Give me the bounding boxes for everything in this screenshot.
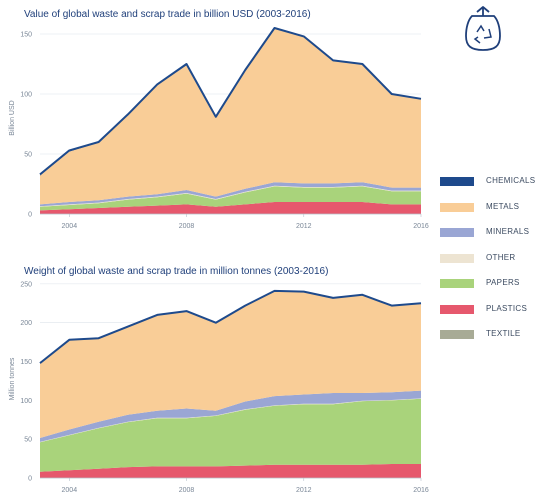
- y-tick-label: 200: [20, 320, 32, 327]
- area-plastics: [40, 202, 421, 214]
- legend-label: TEXTILE: [486, 329, 521, 338]
- area-papers: [40, 398, 421, 472]
- x-tick-label: 2004: [62, 223, 78, 230]
- recycle-bag-icon: [465, 6, 501, 51]
- y-tick-label: 150: [20, 359, 32, 366]
- legend-swatch: [440, 253, 474, 263]
- legend-swatch: [440, 304, 474, 314]
- legend-swatch: [440, 330, 474, 339]
- y-tick-label: 100: [20, 398, 32, 405]
- x-tick-label: 2016: [413, 487, 429, 494]
- area-minerals: [40, 182, 421, 207]
- y-axis-label: Billion USD: [9, 100, 16, 135]
- legend-label: METALS: [486, 201, 520, 211]
- legend-swatch: [440, 279, 474, 288]
- x-tick-label: 2008: [179, 487, 195, 494]
- y-tick-label: 0: [28, 476, 32, 483]
- legend-label: MINERALS: [486, 227, 530, 236]
- legend-item-minerals: MINERALS: [440, 227, 535, 239]
- area-metals: [40, 291, 421, 438]
- x-tick-label: 2004: [62, 487, 78, 494]
- y-tick-label: 100: [20, 92, 32, 99]
- x-tick-label: 2012: [296, 487, 312, 494]
- line-total: [39, 27, 422, 176]
- legend-swatch: [440, 202, 474, 212]
- x-tick-label: 2016: [413, 223, 429, 230]
- area-papers: [40, 186, 421, 211]
- y-tick-label: 50: [24, 152, 32, 159]
- y-axis-label: Million tonnes: [9, 357, 16, 400]
- legend-item-other: OTHER: [440, 253, 535, 265]
- y-tick-label: 250: [20, 281, 32, 288]
- area-minerals: [40, 390, 421, 442]
- y-tick-label: 150: [20, 32, 32, 39]
- legend-item-papers: PAPERS: [440, 278, 535, 290]
- chart-1-title: Value of global waste and scrap trade in…: [24, 9, 311, 20]
- legend-item-textile: TEXTILE: [440, 329, 535, 341]
- legend-item-metals: METALS: [440, 202, 535, 214]
- legend-item-chemicals: CHEMICALS: [440, 176, 535, 188]
- legend-label: OTHER: [486, 252, 516, 262]
- legend-label: CHEMICALS: [486, 176, 535, 185]
- y-tick-label: 50: [24, 437, 32, 444]
- area-plastics: [40, 464, 421, 478]
- line-total: [39, 289, 422, 364]
- chart-2-title: Weight of global waste and scrap trade i…: [24, 266, 329, 277]
- y-tick-label: 0: [28, 212, 32, 219]
- area-metals: [40, 28, 421, 205]
- x-tick-label: 2012: [296, 223, 312, 230]
- legend-swatch: [440, 228, 474, 237]
- legend-item-plastics: PLASTICS: [440, 304, 535, 316]
- legend-swatch: [440, 177, 474, 186]
- legend-label: PLASTICS: [486, 303, 528, 313]
- x-tick-label: 2008: [179, 223, 195, 230]
- legend-label: PAPERS: [486, 278, 520, 287]
